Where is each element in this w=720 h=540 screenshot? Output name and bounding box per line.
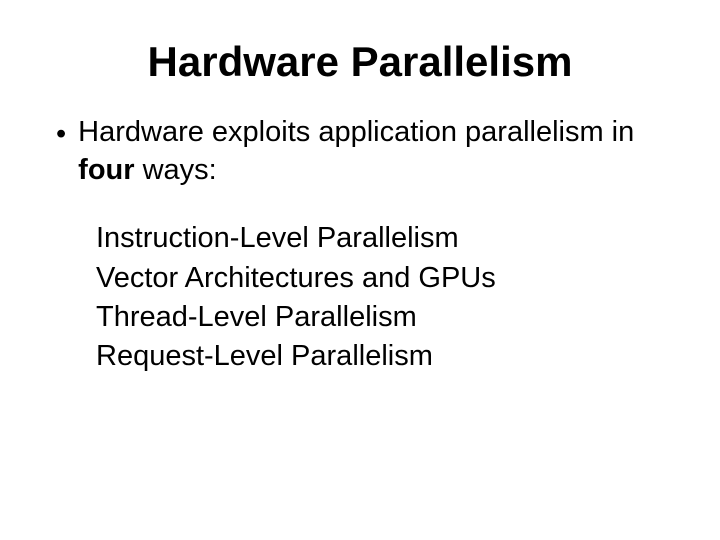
sublist: Instruction-Level Parallelism Vector Arc…	[96, 219, 670, 376]
bullet-text-after: ways:	[135, 154, 217, 186]
slide-title: Hardware Parallelism	[50, 38, 670, 86]
bullet-text-bold: four	[78, 154, 134, 186]
sublist-item: Thread-Level Parallelism	[96, 298, 670, 337]
sublist-item: Vector Architectures and GPUs	[96, 259, 670, 298]
bullet-section: • Hardware exploits application parallel…	[56, 114, 670, 376]
bullet-dot-icon: •	[56, 116, 66, 154]
sublist-item: Instruction-Level Parallelism	[96, 219, 670, 258]
sublist-item: Request-Level Parallelism	[96, 337, 670, 376]
bullet-text: Hardware exploits application parallelis…	[78, 114, 670, 189]
bullet-text-before: Hardware exploits application parallelis…	[78, 116, 634, 148]
bullet-item: • Hardware exploits application parallel…	[56, 114, 670, 189]
